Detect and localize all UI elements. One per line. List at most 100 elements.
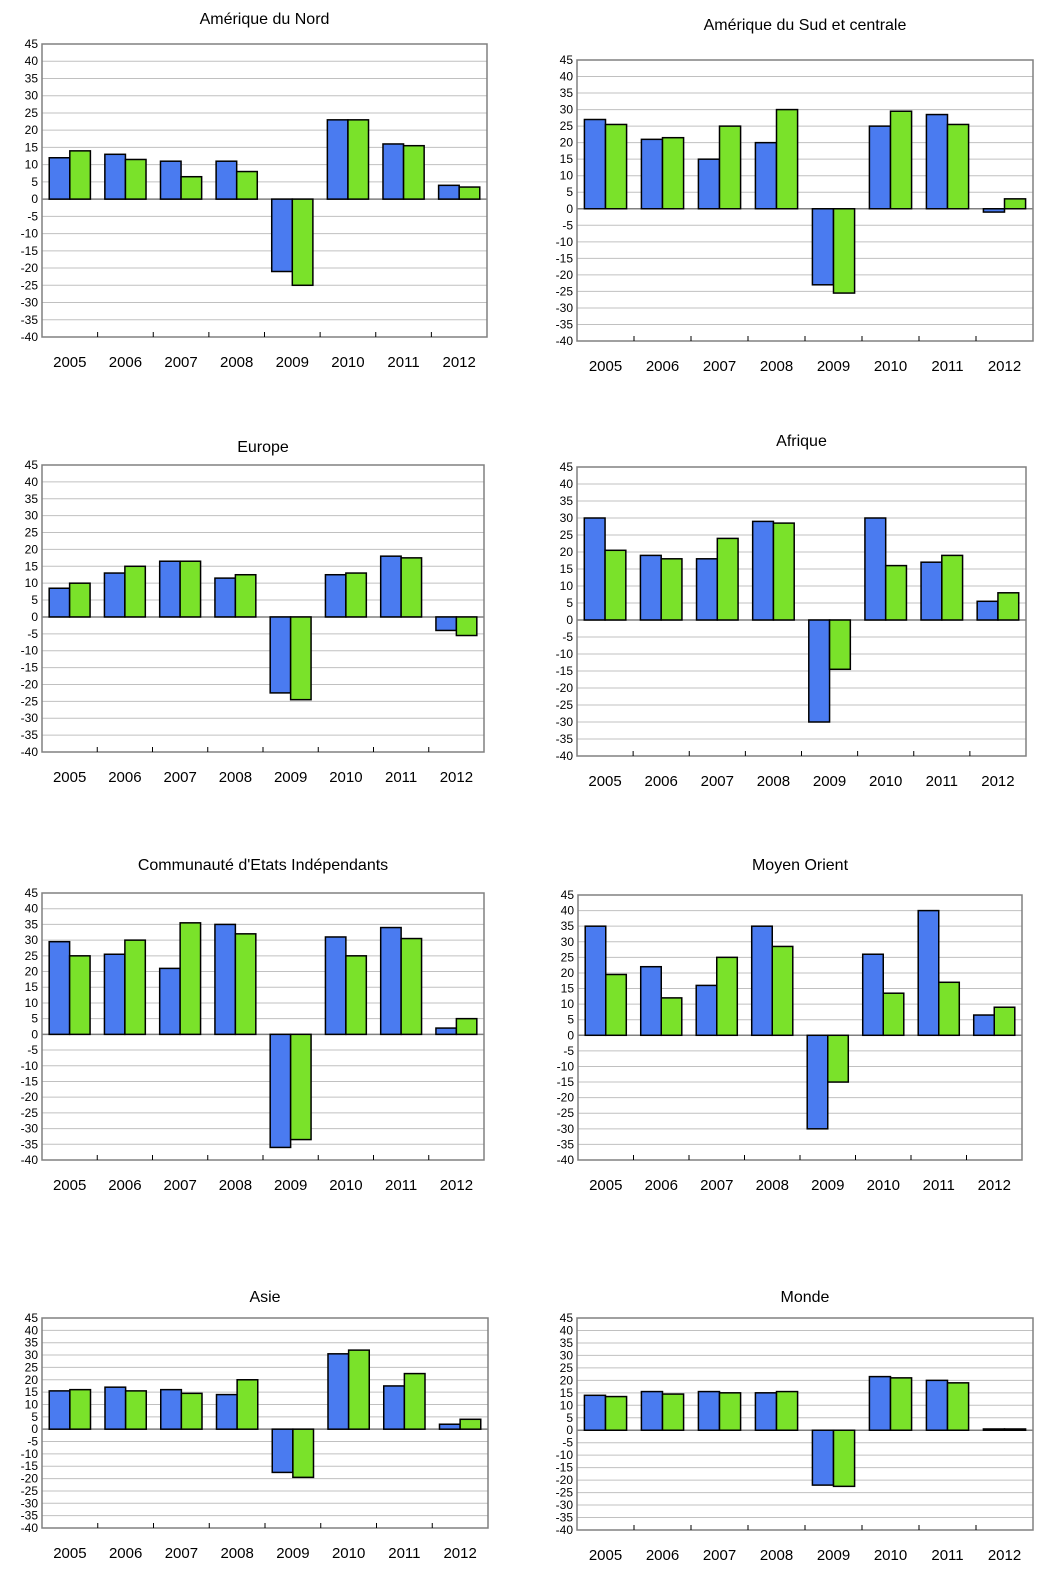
bar-2006-s2 [124,565,147,618]
y-tick-label: -20 [557,1091,575,1105]
bar-2006-s1 [103,953,126,1036]
y-tick-label: 25 [25,106,39,120]
bar-2007-s2 [179,922,202,1036]
bar-2005-s1 [48,1390,71,1430]
bar-2007-s2 [716,956,739,1037]
x-tick-label: 2006 [645,773,678,790]
y-tick-label: 0 [31,192,38,206]
y-tick-label: 10 [560,169,574,183]
y-tick-label: -10 [556,647,574,661]
bar-2008-s1 [754,1392,778,1431]
bar-2005-s2 [68,582,91,618]
y-tick-label: -35 [21,1509,39,1523]
y-tick-label: -20 [556,268,574,282]
y-tick-label: 25 [25,526,39,540]
bar-2006-s1 [639,965,663,1037]
y-tick-label: -10 [21,1447,39,1461]
y-tick-label: 10 [25,996,39,1010]
x-tick-label: 2008 [760,1547,793,1564]
y-tick-label: -5 [562,1436,573,1450]
bar-2010-s2 [347,1349,371,1430]
x-tick-label: 2008 [756,1177,789,1194]
bar-2005-s2 [604,123,628,210]
bar-2007-s1 [697,1390,721,1431]
y-tick-label: -30 [556,301,574,315]
y-tick-label: -30 [556,715,574,729]
bar-2011-s2 [938,981,961,1037]
bar-2005-s1 [584,925,607,1037]
bar-2008-s1 [215,1393,238,1430]
y-tick-label: -20 [21,677,39,691]
y-tick-label: 35 [25,492,39,506]
y-tick-label: 0 [566,1423,573,1437]
bar-2011-s1 [920,561,943,621]
y-tick-label: -40 [21,1153,39,1167]
chart-panel-2: Amérique du Sud et centrale4540353025201… [556,17,1034,375]
y-tick-label: 35 [560,494,574,508]
x-tick-label: 2012 [443,354,476,371]
bar-2009-s2 [291,198,314,287]
y-tick-label: 15 [25,140,39,154]
chart-title: Moyen Orient [752,857,849,874]
y-tick-label: 45 [560,1311,574,1325]
x-tick-label: 2007 [703,358,736,375]
y-tick-label: -5 [27,1435,38,1449]
bar-2011-s1 [917,909,940,1037]
y-tick-label: 10 [561,997,575,1011]
bar-2009-s1 [270,198,294,273]
x-tick-label: 2006 [645,1177,678,1194]
y-tick-label: -20 [556,1473,574,1487]
bar-2008-s1 [750,925,774,1037]
y-tick-label: 40 [25,475,39,489]
bar-2006-s1 [640,138,664,210]
y-tick-label: -15 [557,1075,575,1089]
bar-2005-s1 [48,157,71,200]
y-tick-label: -5 [27,1043,38,1057]
chart-title: Asie [249,1289,280,1306]
x-tick-label: 2010 [331,354,364,371]
y-tick-label: -20 [21,1472,39,1486]
y-tick-label: 35 [561,919,575,933]
y-tick-label: 30 [25,509,39,523]
bar-2008-s2 [771,945,794,1037]
bar-2010-s1 [324,573,347,618]
bar-2011-s2 [400,557,423,618]
x-tick-label: 2009 [274,769,307,786]
y-tick-label: 45 [560,53,574,67]
y-tick-label: 5 [567,1013,574,1027]
x-tick-label: 2005 [53,354,86,371]
x-tick-label: 2011 [931,1547,963,1564]
bar-2006-s2 [124,939,147,1036]
y-tick-label: -30 [557,1122,575,1136]
y-tick-label: 35 [25,917,39,931]
x-tick-label: 2008 [757,773,790,790]
x-tick-label: 2007 [163,769,196,786]
y-tick-label: -25 [556,1486,574,1500]
x-tick-label: 2007 [703,1547,736,1564]
y-tick-label: 30 [560,1348,574,1362]
y-tick-label: 20 [25,123,39,137]
bar-2011-s2 [941,554,964,621]
bar-2006-s2 [661,136,685,210]
bar-2012-s2 [455,1017,478,1036]
x-tick-label: 2005 [588,773,621,790]
y-tick-label: -15 [21,244,39,258]
bar-2005-s1 [583,517,606,621]
x-tick-label: 2011 [926,773,958,790]
bar-2006-s2 [124,158,147,200]
bar-2006-s1 [103,572,126,618]
y-tick-label: 10 [25,1397,39,1411]
y-tick-label: -40 [556,749,574,763]
y-tick-label: 0 [31,610,38,624]
y-tick-label: 15 [25,1385,39,1399]
bar-2010-s1 [864,517,887,621]
x-tick-label: 2012 [440,1177,473,1194]
y-tick-label: -10 [21,227,39,241]
x-tick-label: 2010 [329,1177,362,1194]
x-tick-label: 2011 [388,1545,420,1562]
y-tick-label: -5 [562,218,573,232]
x-tick-label: 2010 [332,1545,365,1562]
bar-2009-s2 [289,616,312,701]
bar-2012-s2 [997,592,1020,621]
y-tick-label: 20 [561,966,575,980]
